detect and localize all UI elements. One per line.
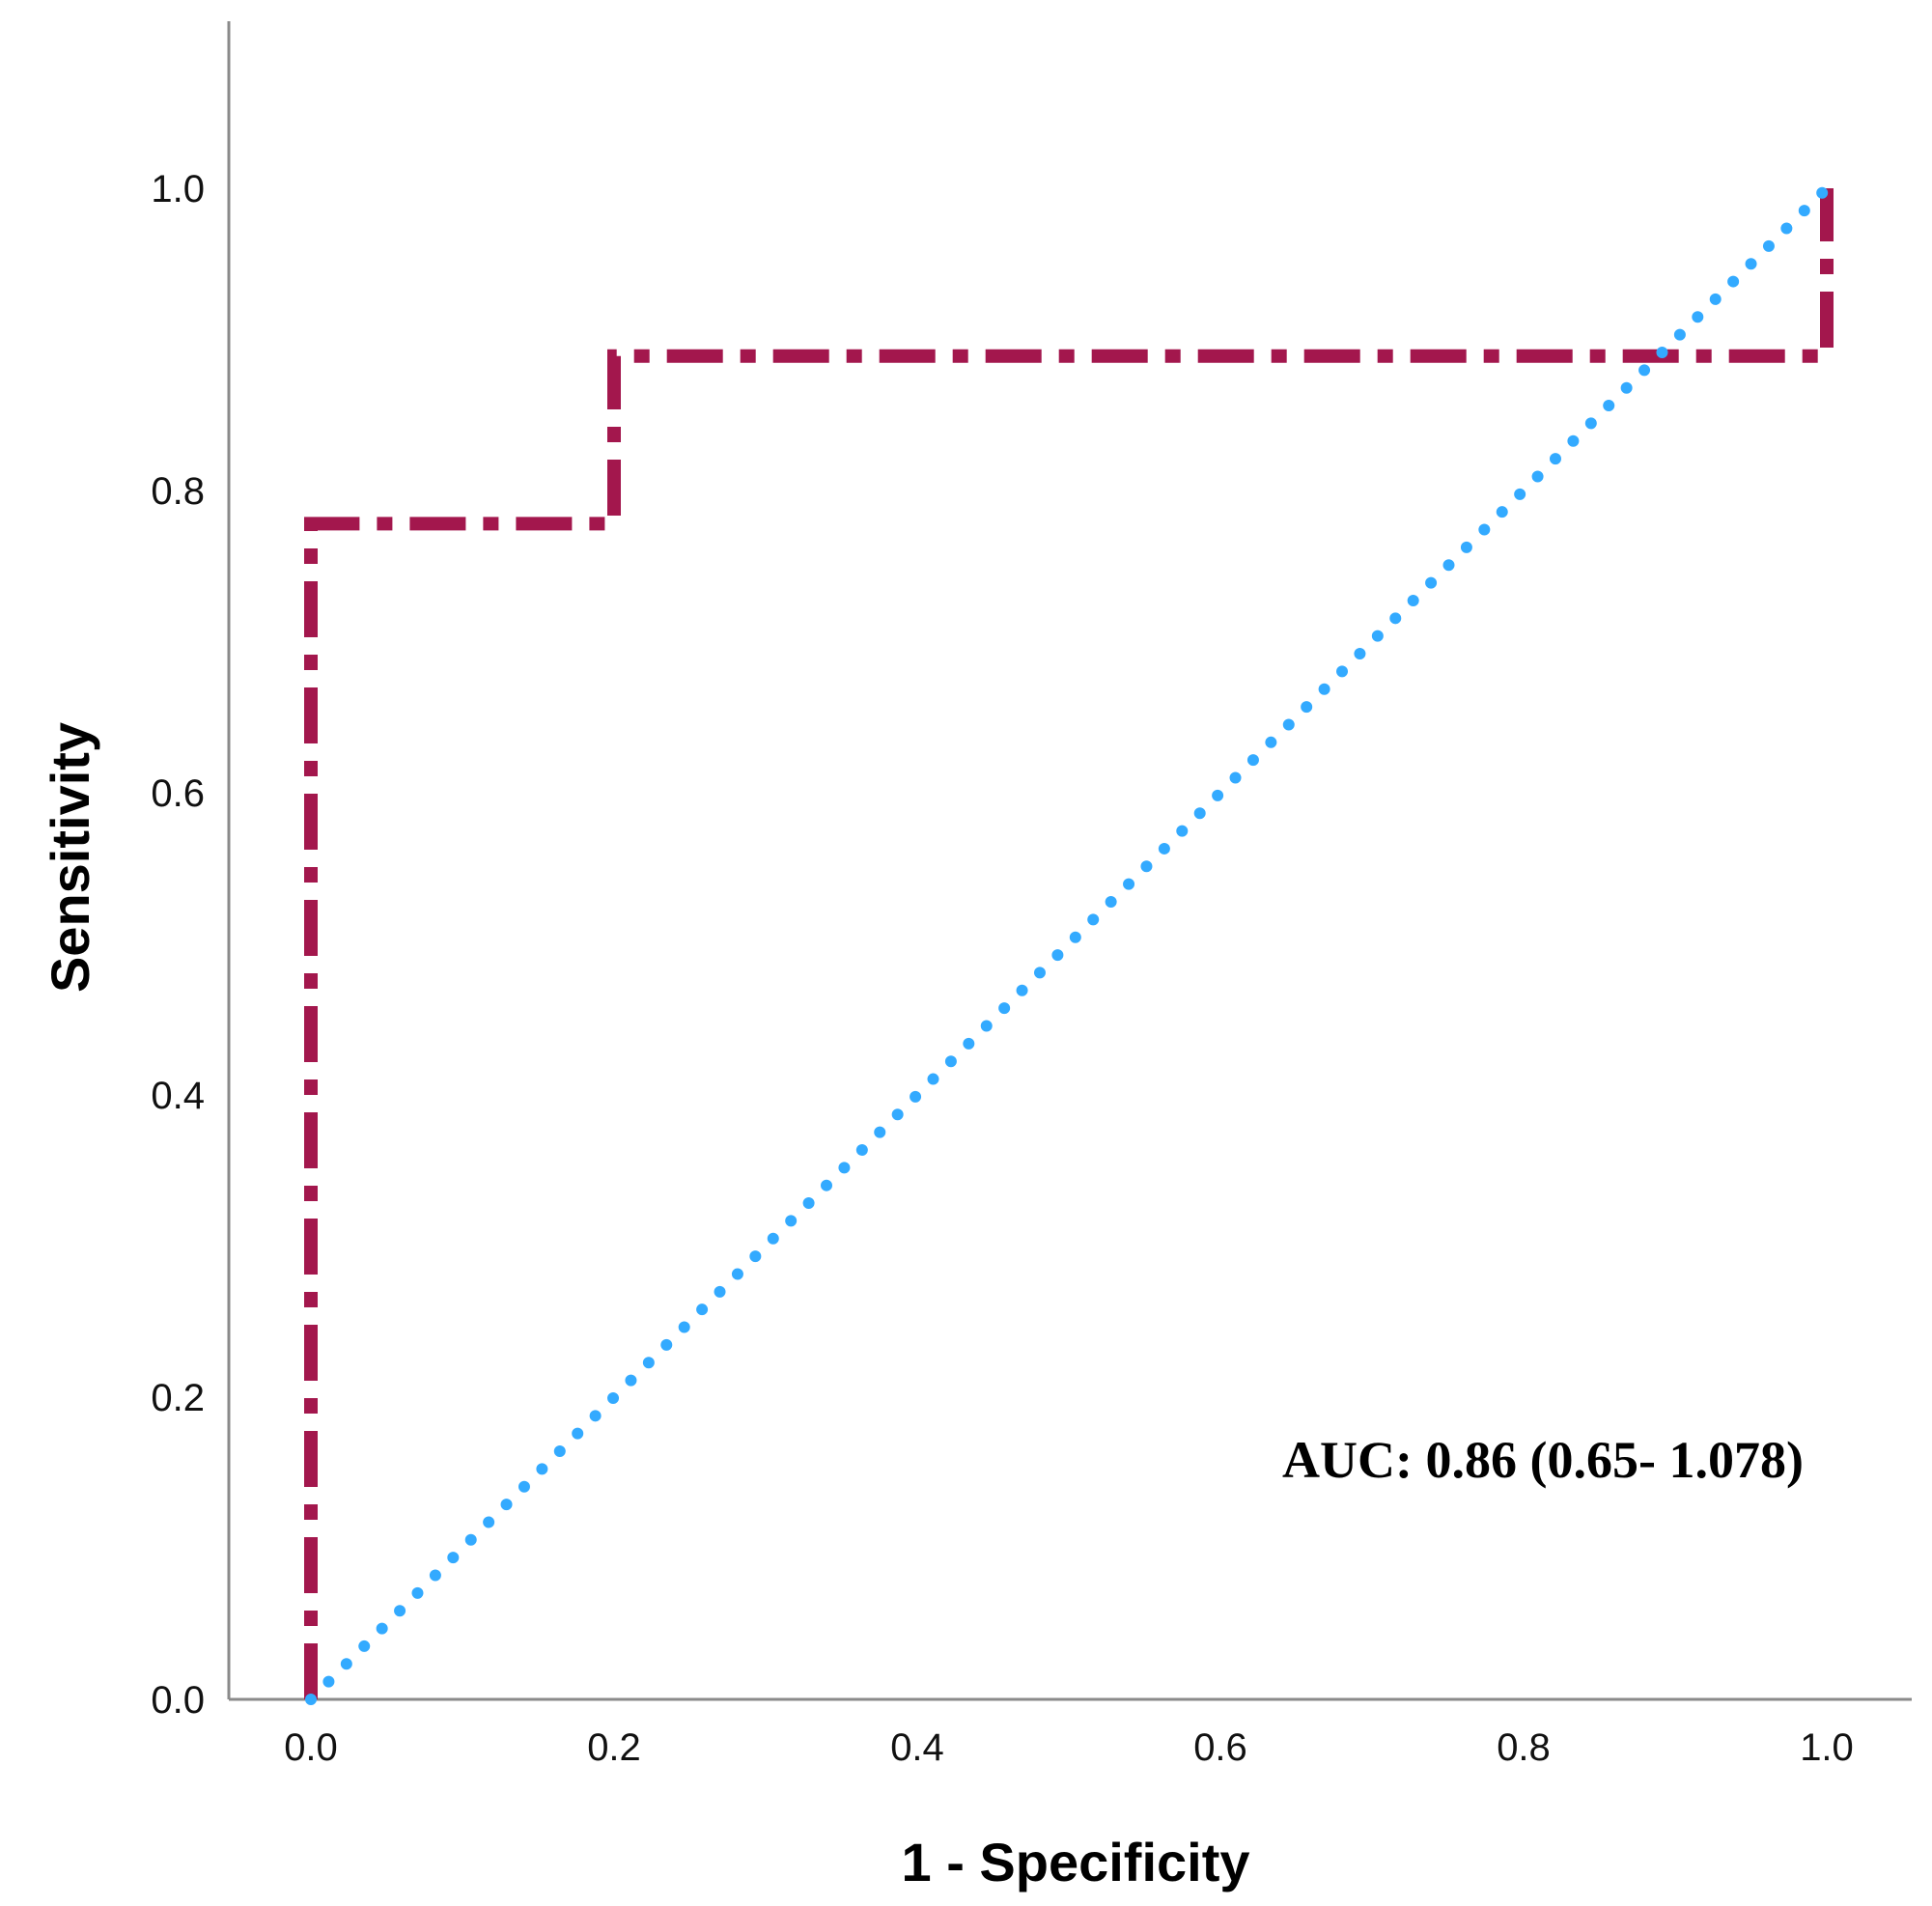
x-tick-label: 0.4 [890, 1726, 944, 1769]
y-tick-label: 0.6 [151, 772, 205, 815]
reference-line [305, 182, 1833, 1705]
annotation-layer: AUC: 0.86 (0.65- 1.078) [1282, 1431, 1804, 1489]
y-tick-labels: 0.0 0.2 0.4 0.6 0.8 1.0 [151, 168, 205, 1722]
y-tick-label: 0.2 [151, 1377, 205, 1419]
x-axis-title: 1 - Specificity [901, 1832, 1249, 1892]
x-tick-label: 0.8 [1497, 1726, 1551, 1769]
x-tick-label: 0.6 [1193, 1726, 1247, 1769]
y-tick-label: 0.4 [151, 1075, 205, 1117]
x-tick-label: 1.0 [1800, 1726, 1854, 1769]
x-tick-label: 0.2 [587, 1726, 641, 1769]
x-tick-label: 0.0 [284, 1726, 338, 1769]
series-layer [304, 182, 1834, 1705]
roc-curve-line [304, 188, 1834, 1699]
y-tick-label: 0.8 [151, 470, 205, 513]
y-tick-label: 1.0 [151, 168, 205, 210]
auc-annotation: AUC: 0.86 (0.65- 1.078) [1282, 1431, 1804, 1489]
y-axis-title: Sensitivity [40, 722, 100, 993]
x-tick-labels: 0.0 0.2 0.4 0.6 0.8 1.0 [284, 1726, 1854, 1769]
y-tick-label: 0.0 [151, 1679, 205, 1722]
